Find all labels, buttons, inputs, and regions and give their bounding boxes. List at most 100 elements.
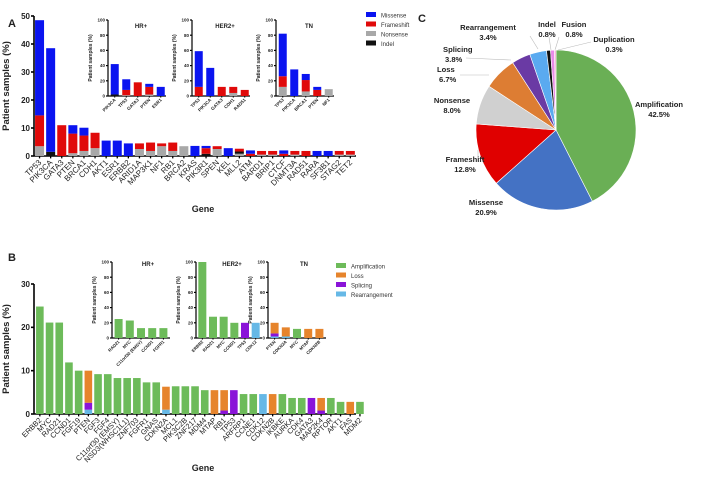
leader-line-duplication: [557, 41, 592, 51]
x-tick-label: PTEN: [265, 339, 277, 351]
bar-znf217: [191, 386, 199, 414]
y-tick-label: 20: [21, 323, 30, 332]
legend-label-amplification: Amplification: [351, 265, 385, 271]
bar-cdkn2a: [281, 327, 290, 338]
bar-segment-missense: [323, 150, 333, 156]
bar-tp53: [241, 322, 249, 338]
panel-label-b: B: [8, 252, 16, 264]
bar-segment-indel: [201, 153, 211, 156]
legend-label-splicing: Splicing: [351, 284, 372, 290]
bar-segment-nonsense: [122, 95, 131, 96]
bar-brca1: [301, 73, 310, 96]
legend-label-rearrangement: Rearrangement: [351, 293, 393, 299]
bar-ccnd1: [148, 328, 157, 338]
bar-cdkn2b: [268, 394, 277, 414]
bar-segment-amplification: [103, 374, 112, 414]
bar-segment-nonsense: [268, 154, 278, 156]
bar-mtap: [304, 328, 313, 338]
inset-hr: 0 20 40 60 80 100 Patient samples (%) PIK3CA TP5…: [88, 18, 166, 113]
pie-value-loss: 6.7%: [439, 75, 457, 84]
y-tick-label: 20: [188, 320, 194, 325]
bar-segment-amplification: [239, 394, 248, 414]
bar-ccnd1: [230, 322, 239, 338]
legend-swatch-nonsense: [366, 31, 376, 36]
bar-segment-frameshift: [194, 86, 203, 96]
bar-pik3ca: [206, 67, 215, 96]
bar-atm: [245, 150, 255, 156]
bar-segment-frameshift: [290, 150, 300, 155]
bar-arid1a: [134, 143, 144, 156]
bar-segment-missense: [206, 67, 215, 96]
bar-segment-frameshift: [257, 150, 267, 155]
bar-esr1: [156, 86, 165, 96]
bar-segment-frameshift: [57, 125, 67, 156]
bar-segment-nonsense: [212, 149, 222, 156]
bar-myc: [219, 316, 228, 338]
x-tick-label: MYC: [215, 339, 225, 349]
bar-segment-amplification: [200, 390, 209, 414]
bar-segment-missense: [313, 86, 322, 90]
bar-segment-frameshift: [334, 150, 344, 155]
leader-line-indel: [548, 36, 552, 51]
pie-label-indel: Indel: [538, 20, 556, 29]
bar-fgfr1: [142, 382, 151, 414]
bar-segment-splicing: [307, 397, 316, 414]
bar-cdh1: [90, 132, 100, 156]
bar-segment-amplification: [219, 316, 228, 338]
x-tick-label: CCND1: [222, 339, 236, 353]
bar-segment-amplification: [45, 322, 54, 414]
y-tick-label: 80: [268, 33, 274, 38]
bar-segment-rearrangement: [270, 336, 279, 338]
y-tick-label: 60: [104, 290, 110, 295]
bar-segment-missense: [46, 48, 56, 152]
y-tick-label: 80: [260, 275, 266, 280]
bar-kel: [223, 148, 233, 156]
bar-ikbke: [278, 394, 287, 414]
pie-label-duplication: Duplication: [593, 35, 635, 44]
y-tick-label: 20: [184, 78, 190, 83]
inset-title: HER2+: [215, 24, 235, 30]
y-tick-label: 80: [188, 275, 194, 280]
x-tick-label: RAD21: [107, 339, 121, 353]
bar-segment-missense: [110, 64, 119, 95]
pie-slice-amplification: [555, 49, 637, 202]
bar-segment-loss: [346, 401, 355, 414]
leader-line-frameshift: [477, 150, 480, 162]
y-tick-label: 0: [262, 336, 265, 341]
y-tick-label: 0: [106, 336, 109, 341]
bar-gata3: [217, 86, 226, 96]
bar-cdk12: [259, 394, 267, 414]
y-tick-label: 40: [260, 305, 266, 310]
y-tick-label: 80: [100, 33, 106, 38]
bar-segment-indel: [46, 151, 56, 156]
y-axis-label: Patient samples (%): [248, 276, 254, 324]
bar-cdkn2a: [162, 386, 170, 414]
pie-value-fusion: 0.8%: [565, 30, 583, 39]
bar-segment-frameshift: [245, 153, 255, 156]
bar-segment-frameshift: [278, 76, 287, 87]
bar-segment-frameshift: [201, 148, 211, 154]
bar-pik3c2b: [181, 386, 190, 414]
x-tick-label: MYC: [289, 339, 299, 349]
inset-title: HER2+: [222, 262, 242, 268]
bar-fgf4: [103, 374, 112, 414]
bar-segment-nonsense: [79, 150, 89, 156]
bar-segment-nonsense: [334, 154, 344, 156]
bar-arfrp1: [239, 394, 248, 414]
bar-segment-rearrangement: [251, 322, 260, 338]
bar-mdm4: [200, 390, 209, 414]
x-tick-label: BRCA1: [293, 97, 308, 112]
bar-cdkn2b: [315, 328, 324, 338]
bar-pten: [313, 86, 322, 96]
bar-segment-splicing: [241, 322, 249, 338]
x-axis-label: Gene: [192, 204, 215, 214]
bar-segment-frameshift: [234, 148, 244, 152]
bar-segment-missense: [194, 51, 203, 87]
y-axis-label: Patient samples (%): [172, 34, 178, 82]
legend-swatch-splicing: [336, 282, 346, 287]
bar-segment-nonsense: [234, 153, 244, 156]
bar-segment-missense: [278, 33, 287, 77]
bar-segment-frameshift: [122, 89, 131, 96]
pie-label-missense: Missense: [469, 198, 503, 207]
